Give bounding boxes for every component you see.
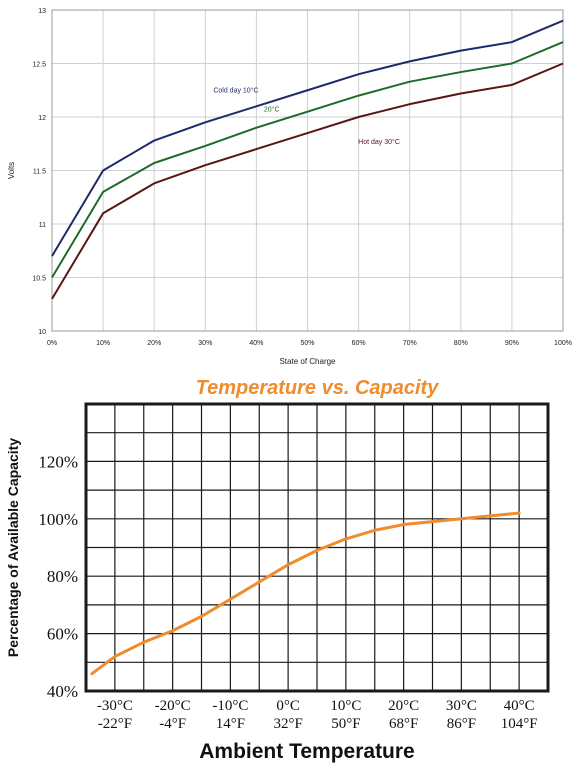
x-tick-label: 0%: [47, 340, 57, 347]
x-tick-label-celsius: -10°C: [212, 698, 248, 714]
x-tick-label-celsius: 30°C: [446, 698, 477, 714]
x-tick-label-fahrenheit: 50°F: [331, 716, 360, 732]
x-tick-label: 30%: [198, 340, 212, 347]
x-tick-label: 20%: [147, 340, 161, 347]
x-tick-label-fahrenheit: -4°F: [159, 716, 186, 732]
series-label-1: Cold day 10°C: [213, 86, 258, 94]
capacity-line: [90, 511, 521, 676]
series-lines: [51, 19, 564, 300]
x-tick-label-celsius: 20°C: [388, 698, 419, 714]
x-tick-label-fahrenheit: -22°F: [98, 716, 132, 732]
x-tick-label: 40%: [249, 340, 263, 347]
x-tick-label-fahrenheit: 68°F: [389, 716, 418, 732]
tick-labels: 0% 10% 20% 30% 40% 50% 60% 70% 80% 90% 100% 10 10.5 1…: [32, 8, 572, 347]
plot-frame: [51, 9, 564, 332]
chart-title: Temperature vs. Capacity: [196, 377, 440, 399]
y-tick-label: 60%: [47, 625, 78, 644]
x-tick-label: 10%: [96, 340, 110, 347]
x-tick-label-fahrenheit: 86°F: [447, 716, 476, 732]
x-tick-label: 60%: [352, 340, 366, 347]
x-tick-label: 100%: [554, 340, 572, 347]
x-axis-label: Ambient Temperature: [199, 740, 415, 763]
series-line-1: [51, 19, 564, 257]
grid: [51, 9, 564, 332]
y-tick-label: 10: [38, 329, 46, 336]
x-tick-label: 80%: [454, 340, 468, 347]
y-tick-label: 12: [38, 115, 46, 122]
plot-frame: [84, 402, 550, 693]
x-tick-label: 70%: [403, 340, 417, 347]
series-line-2: [51, 41, 564, 279]
temperature-vs-capacity-chart: Temperature vs. Capacity -30°C -22°F -20°C…: [5, 377, 550, 763]
x-axis-label: State of Charge: [279, 357, 336, 366]
x-tick-label: 90%: [505, 340, 519, 347]
x-tick-label-fahrenheit: 32°F: [273, 716, 302, 732]
x-tick-label: 50%: [300, 340, 314, 347]
x-tick-label-celsius: 0°C: [276, 698, 300, 714]
y-tick-label: 100%: [38, 510, 78, 529]
y-tick-label: 12.5: [32, 62, 46, 69]
voltage-vs-charge-chart: 0% 10% 20% 30% 40% 50% 60% 70% 80% 90% 100% 10 10.5 1…: [7, 8, 572, 366]
y-tick-label: 11.5: [33, 169, 46, 176]
x-tick-label-fahrenheit: 104°F: [501, 716, 538, 732]
y-axis-label: Percentage of Available Capacity: [5, 438, 21, 657]
tick-labels: -30°C -22°F -20°C -4°F -10°C 14°F 0°C 32°F 10°C 5…: [38, 452, 537, 732]
y-tick-label: 80%: [47, 567, 78, 586]
x-tick-label-celsius: -30°C: [97, 698, 133, 714]
y-tick-label: 13: [38, 8, 46, 15]
y-tick-label: 11: [39, 222, 46, 229]
y-tick-label: 40%: [47, 682, 78, 701]
y-axis-label: Volts: [7, 162, 16, 179]
x-tick-label-celsius: -20°C: [155, 698, 191, 714]
grid: [86, 404, 548, 691]
series-label-3: Hot day 30°C: [358, 138, 400, 146]
series-line-3: [51, 62, 564, 300]
y-tick-label: 10.5: [32, 276, 46, 283]
series-lines: [90, 511, 521, 676]
series-label-2: 20°C: [264, 106, 280, 114]
x-tick-label-celsius: 40°C: [504, 698, 535, 714]
x-tick-label-celsius: 10°C: [330, 698, 361, 714]
y-tick-label: 120%: [38, 452, 78, 471]
series-annotations: Cold day 10°C 20°C Hot day 30°C: [213, 86, 400, 145]
x-tick-label-fahrenheit: 14°F: [216, 716, 245, 732]
